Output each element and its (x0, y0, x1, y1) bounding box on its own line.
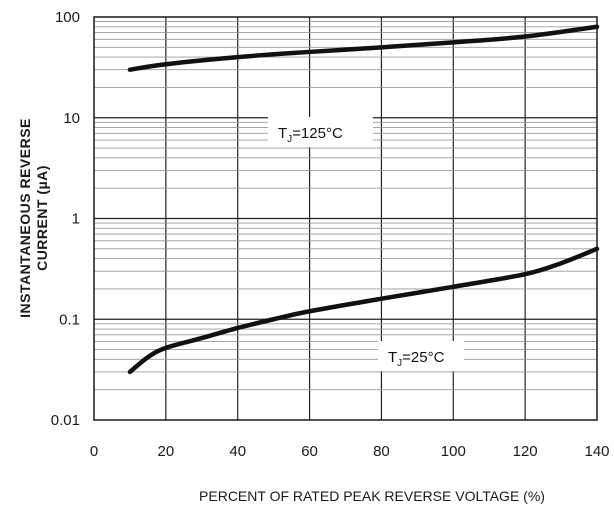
series-lines (127, 24, 600, 375)
grid (94, 17, 597, 420)
y-axis-title-line-1: INSTANTANEOUS REVERSE (17, 118, 33, 318)
y-axis-title: INSTANTANEOUS REVERSE CURRENT (µA) (17, 118, 50, 318)
plot-frame (93, 16, 598, 421)
y-tick-label-1: 0.1 (59, 311, 80, 328)
x-tick-label-2: 40 (229, 443, 246, 460)
series-line-1 (127, 246, 600, 375)
x-tick-label-5: 100 (441, 443, 466, 460)
x-axis-title: PERCENT OF RATED PEAK REVERSE VOLTAGE (%… (199, 488, 545, 504)
y-tick-labels: 0.01 0.1 1 10 100 (51, 9, 80, 429)
x-tick-label-0: 0 (90, 443, 98, 460)
series-label-125c: TJ=125°C (278, 125, 343, 145)
y-tick-label-2: 1 (72, 211, 80, 228)
x-tick-label-1: 20 (158, 443, 175, 460)
x-tick-label-7: 140 (584, 443, 609, 460)
label-box-25c (378, 341, 464, 371)
y-axis-title-line-2: CURRENT (µA) (34, 165, 50, 271)
series-line-0 (127, 24, 600, 72)
y-tick-label-4: 100 (55, 9, 80, 26)
x-tick-label-3: 60 (301, 443, 318, 460)
x-tick-label-4: 80 (373, 443, 390, 460)
x-tick-label-6: 120 (513, 443, 538, 460)
label-box-125c (268, 117, 373, 147)
y-tick-label-3: 10 (63, 110, 80, 127)
series-label-25c: TJ=25°C (388, 349, 445, 369)
x-tick-labels: 0 20 40 60 80 100 120 140 (90, 443, 610, 460)
y-tick-label-0: 0.01 (51, 412, 80, 429)
